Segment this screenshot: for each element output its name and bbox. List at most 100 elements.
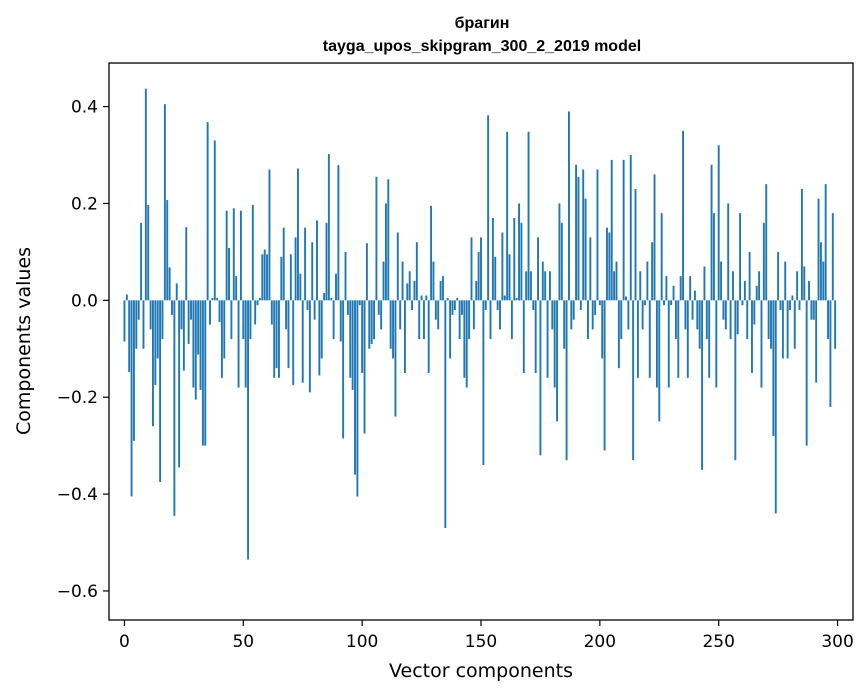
y-axis-ticks: −0.6 −0.4 −0.2 0.0 0.2 0.4 xyxy=(57,98,109,602)
bar-component-123 xyxy=(415,242,418,301)
bar-component-109 xyxy=(382,261,385,301)
bar-component-158 xyxy=(499,300,501,330)
bar-component-110 xyxy=(384,203,387,301)
bar-component-190 xyxy=(575,164,578,301)
y-tick-label: 0.2 xyxy=(71,194,98,214)
bar-component-146 xyxy=(470,237,473,301)
bar-component-3 xyxy=(130,300,133,497)
bar-component-187 xyxy=(568,111,570,301)
bar-component-69 xyxy=(287,300,290,369)
bar-component-153 xyxy=(487,115,490,301)
y-axis-label: Components values xyxy=(13,247,35,435)
bar-component-281 xyxy=(791,295,794,301)
bar-component-79 xyxy=(311,242,314,301)
bar-component-196 xyxy=(589,237,592,301)
bar-component-76 xyxy=(304,227,307,301)
bar-component-61 xyxy=(268,169,271,301)
bar-component-241 xyxy=(696,300,699,330)
bar-component-263 xyxy=(748,251,751,301)
bar-component-193 xyxy=(582,169,585,301)
bar-component-157 xyxy=(496,300,499,311)
bar-component-152 xyxy=(484,300,487,311)
bar-component-56 xyxy=(256,300,259,306)
bar-component-115 xyxy=(396,232,399,301)
bar-component-111 xyxy=(387,179,390,301)
bar-component-278 xyxy=(784,261,787,301)
bar-component-267 xyxy=(758,271,761,301)
bar-component-70 xyxy=(289,254,292,301)
bar-component-140 xyxy=(456,297,459,301)
bar-component-270 xyxy=(765,184,768,301)
bar-component-239 xyxy=(691,300,694,320)
bar-component-175 xyxy=(539,300,542,456)
bar-component-201 xyxy=(601,300,604,359)
bar-component-67 xyxy=(282,227,285,301)
bar-component-41 xyxy=(220,300,223,378)
bar-component-30 xyxy=(194,300,197,400)
x-tick-label: 300 xyxy=(821,632,853,652)
bar-component-72 xyxy=(294,237,297,301)
bar-component-148 xyxy=(475,280,478,301)
bar-component-221 xyxy=(648,300,651,378)
y-tick-label: 0.4 xyxy=(71,98,98,118)
bar-component-32 xyxy=(199,300,202,390)
bar-component-39 xyxy=(216,297,219,301)
bar-component-155 xyxy=(491,217,494,301)
bar-component-160 xyxy=(503,295,506,301)
bar-component-189 xyxy=(572,300,575,320)
bar-component-174 xyxy=(537,237,539,301)
bar-component-10 xyxy=(147,204,150,301)
bar-component-0 xyxy=(123,300,126,342)
bar-component-47 xyxy=(235,276,238,301)
bar-component-107 xyxy=(377,300,380,315)
bar-component-117 xyxy=(401,261,404,301)
bar-component-209 xyxy=(620,300,623,340)
bar-component-14 xyxy=(156,300,159,359)
bar-component-256 xyxy=(732,271,734,301)
bar-component-288 xyxy=(808,280,810,301)
bar-component-154 xyxy=(489,300,492,340)
bar-component-202 xyxy=(603,300,606,451)
bar-component-225 xyxy=(658,300,661,422)
plot-frame xyxy=(108,62,854,621)
bar-component-212 xyxy=(627,300,630,330)
bar-component-223 xyxy=(653,174,656,301)
bar-component-232 xyxy=(674,300,677,340)
bar-component-113 xyxy=(392,300,394,359)
bar-component-15 xyxy=(159,300,162,482)
bar-component-161 xyxy=(506,131,509,301)
bar-component-224 xyxy=(655,300,658,388)
bar-component-108 xyxy=(380,300,383,330)
bar-component-188 xyxy=(570,300,573,330)
bar-component-195 xyxy=(587,300,589,340)
bar-component-191 xyxy=(577,176,580,301)
bar-component-253 xyxy=(724,300,727,330)
bar-component-90 xyxy=(337,165,340,301)
bar-component-103 xyxy=(368,300,371,349)
bar-component-74 xyxy=(299,273,302,301)
y-tick-label: −0.4 xyxy=(57,485,98,505)
bar-component-124 xyxy=(418,300,421,340)
bar-component-294 xyxy=(822,261,825,301)
bar-component-215 xyxy=(634,188,637,301)
bar-component-211 xyxy=(625,296,627,301)
bar-component-282 xyxy=(793,300,796,349)
bar-component-92 xyxy=(342,300,345,439)
bar-component-20 xyxy=(171,300,173,315)
bar-component-94 xyxy=(346,300,349,315)
bar-component-132 xyxy=(437,300,440,330)
y-tick-label: −0.2 xyxy=(57,388,98,408)
bar-component-24 xyxy=(180,300,183,330)
bar-component-230 xyxy=(670,300,673,306)
bar-component-93 xyxy=(344,251,347,301)
bar-component-40 xyxy=(218,300,221,323)
bar-component-216 xyxy=(636,300,639,378)
bar-component-133 xyxy=(439,280,442,301)
x-tick-label: 100 xyxy=(346,632,378,652)
bar-component-252 xyxy=(722,300,725,320)
bar-component-185 xyxy=(563,300,566,349)
bar-component-139 xyxy=(453,300,456,311)
bar-component-26 xyxy=(185,227,188,301)
bar-component-272 xyxy=(770,300,772,349)
